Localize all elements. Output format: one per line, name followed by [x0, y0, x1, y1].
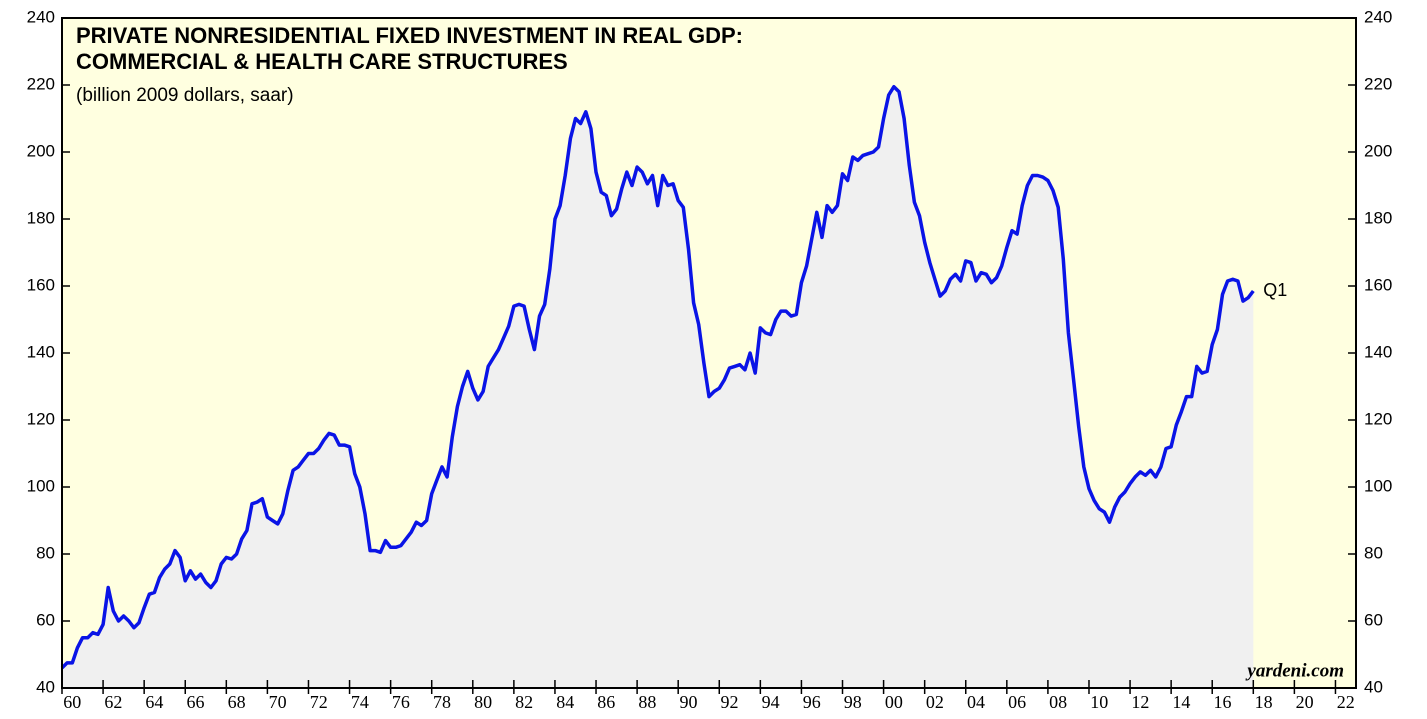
x-tick-label: 86 [597, 692, 615, 712]
y-tick-label: 140 [27, 342, 55, 361]
chart-title: PRIVATE NONRESIDENTIAL FIXED INVESTMENT … [76, 23, 743, 48]
area [62, 86, 1254, 688]
y2-tick-label: 220 [1364, 74, 1392, 93]
x-tick-label: 82 [515, 692, 533, 712]
y-tick-label: 220 [27, 74, 55, 93]
x-tick-label: 08 [1049, 692, 1067, 712]
x-tick-label: 18 [1255, 692, 1273, 712]
x-tick-label: 78 [433, 692, 451, 712]
end-label: Q1 [1263, 280, 1287, 300]
chart-subtitle: (billion 2009 dollars, saar) [76, 85, 294, 106]
y-tick-label: 200 [27, 141, 55, 160]
y2-tick-label: 60 [1364, 610, 1383, 629]
x-tick-label: 06 [1008, 692, 1026, 712]
y-tick-label: 120 [27, 409, 55, 428]
x-tick-label: 76 [392, 692, 410, 712]
y-tick-label: 100 [27, 476, 55, 495]
y-tick-label: 160 [27, 275, 55, 294]
x-tick-label: 62 [104, 692, 122, 712]
x-tick-label: 04 [967, 692, 985, 712]
y-tick-label: 80 [36, 543, 55, 562]
x-tick-label: 22 [1337, 692, 1355, 712]
x-tick-label: 84 [556, 692, 574, 712]
y-tick-label: 240 [27, 7, 55, 26]
x-tick-label: 00 [885, 692, 903, 712]
x-tick-label: 02 [926, 692, 944, 712]
y-tick-label: 180 [27, 208, 55, 227]
y-tick-label: 40 [36, 677, 55, 696]
x-tick-label: 96 [803, 692, 821, 712]
y2-tick-label: 120 [1364, 409, 1392, 428]
x-tick-label: 10 [1090, 692, 1108, 712]
y2-tick-label: 240 [1364, 7, 1392, 26]
y2-tick-label: 40 [1364, 677, 1383, 696]
y-tick-label: 60 [36, 610, 55, 629]
y2-tick-label: 200 [1364, 141, 1392, 160]
x-tick-label: 70 [269, 692, 287, 712]
y2-tick-label: 160 [1364, 275, 1392, 294]
x-tick-label: 14 [1172, 692, 1190, 712]
x-tick-label: 92 [721, 692, 739, 712]
x-tick-label: 94 [762, 692, 780, 712]
chart-title-line2: COMMERCIAL & HEALTH CARE STRUCTURES [76, 49, 568, 74]
x-tick-label: 60 [63, 692, 81, 712]
x-tick-label: 12 [1131, 692, 1149, 712]
y2-tick-label: 180 [1364, 208, 1392, 227]
x-tick-label: 66 [187, 692, 205, 712]
x-tick-label: 64 [145, 692, 163, 712]
y2-tick-label: 100 [1364, 476, 1392, 495]
x-tick-label: 98 [844, 692, 862, 712]
line [60, 84, 1255, 670]
x-tick-label: 88 [638, 692, 656, 712]
x-tick-label: 90 [679, 692, 697, 712]
x-tick-label: 68 [228, 692, 246, 712]
y2-tick-label: 80 [1364, 543, 1383, 562]
source: yardeni.com [1245, 660, 1344, 681]
x-tick-label: 72 [310, 692, 328, 712]
x-tick-label: 74 [351, 692, 369, 712]
y2-tick-label: 140 [1364, 342, 1392, 361]
x-tick-label: 20 [1296, 692, 1314, 712]
x-tick-label: 16 [1213, 692, 1231, 712]
x-tick-label: 80 [474, 692, 492, 712]
